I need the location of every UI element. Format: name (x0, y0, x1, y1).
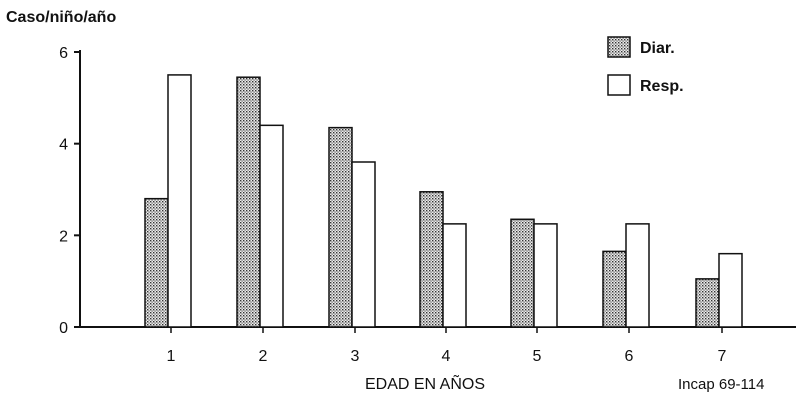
x-tick-label: 7 (718, 348, 727, 365)
x-tick-label: 5 (533, 348, 542, 365)
bar-resp (718, 252, 743, 328)
y-axis-label: Caso/niño/año (6, 9, 116, 26)
bar-diar (328, 126, 353, 328)
x-tick-label: 3 (351, 348, 360, 365)
x-tick-label: 1 (167, 348, 176, 365)
legend-swatch (607, 74, 631, 96)
y-tick-label: 4 (59, 137, 68, 154)
bars (144, 74, 743, 328)
bar-resp (351, 161, 376, 328)
legend-label: Diar. (640, 40, 675, 57)
bar-diar (419, 191, 444, 328)
axes: 0 2 4 6 1 2 3 4 5 6 7 (59, 45, 796, 365)
bar-diar (602, 250, 627, 328)
x-tick-label: 6 (625, 348, 634, 365)
bar-diar (510, 218, 535, 328)
legend-swatch (607, 36, 631, 58)
legend-label: Resp. (640, 78, 684, 95)
x-axis-label: EDAD EN AÑOS (365, 373, 485, 393)
y-tick-label: 2 (59, 228, 68, 245)
x-tick-label: 2 (259, 348, 268, 365)
bar-diar (236, 76, 261, 328)
bar-resp (533, 223, 558, 328)
source-annotation: Incap 69-114 (678, 376, 764, 393)
bar-resp (625, 223, 650, 328)
bar-resp (442, 223, 467, 328)
legend-diar: Diar. (607, 36, 675, 58)
bar-diar (144, 197, 169, 328)
x-tick-label: 4 (442, 348, 451, 365)
y-tick-label: 0 (59, 320, 68, 337)
bar-resp (259, 124, 284, 328)
bar-diar (695, 278, 720, 328)
y-tick-label: 6 (59, 45, 68, 62)
bar-resp (167, 74, 192, 328)
legend: Diar. Resp. (607, 36, 684, 96)
legend-resp: Resp. (607, 74, 684, 96)
